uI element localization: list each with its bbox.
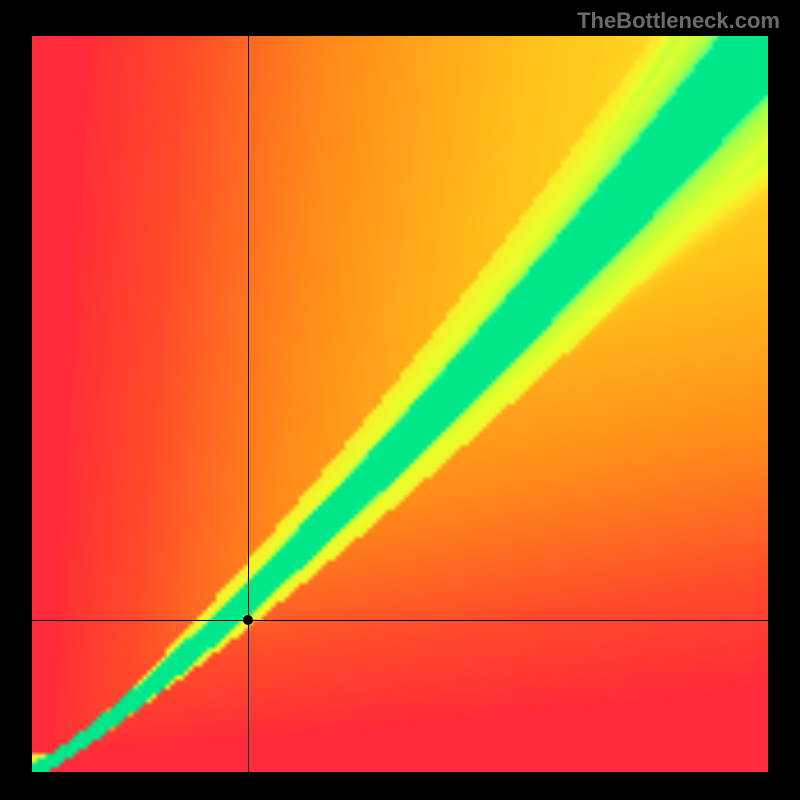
data-point-marker	[243, 615, 253, 625]
watermark-text: TheBottleneck.com	[577, 8, 780, 34]
crosshair-vertical	[248, 36, 249, 772]
crosshair-horizontal	[32, 620, 768, 621]
plot-area	[32, 36, 768, 772]
heatmap-canvas	[32, 36, 768, 772]
